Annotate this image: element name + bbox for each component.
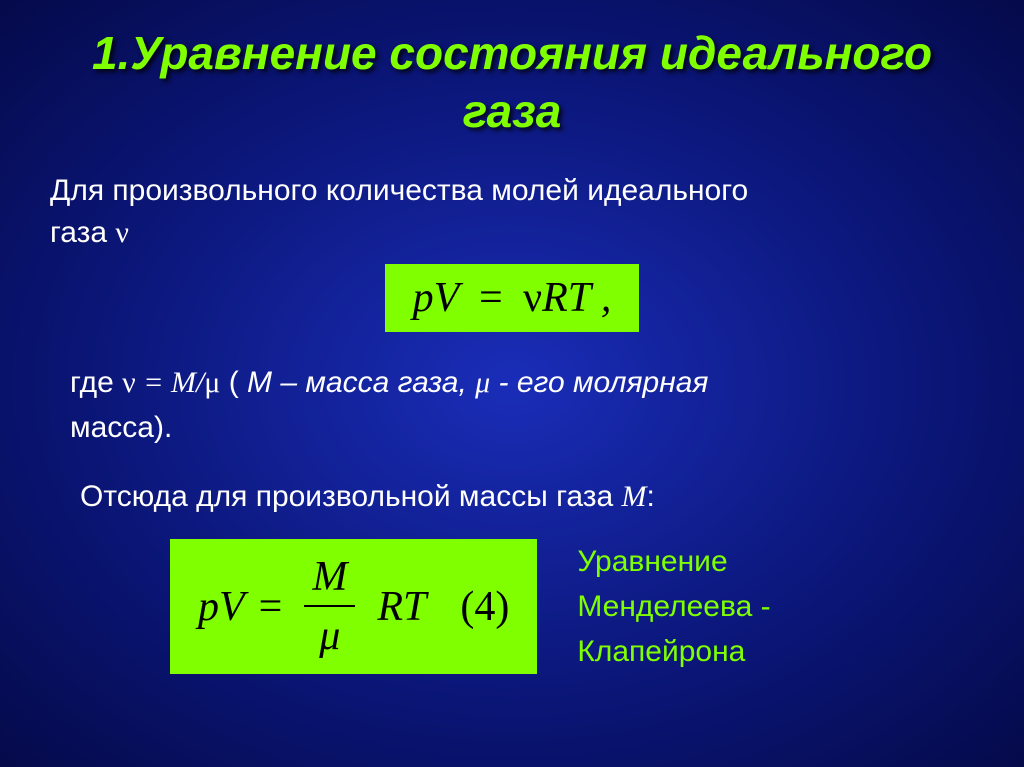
eq1-lhs: pV: [413, 275, 459, 321]
eq2-frac-top: M: [304, 553, 355, 607]
caption-line2: Менделеева -: [577, 590, 770, 623]
equation-caption: Уравнение Менделеева - Клапейрона: [577, 539, 770, 674]
caption-line3: Клапейрона: [577, 635, 745, 668]
where-line2: масса).: [70, 411, 172, 444]
eq2-equals: =: [259, 583, 283, 631]
where-m-def: M – масса газа,: [247, 366, 475, 399]
eq2-frac-bot: μ: [311, 607, 348, 660]
where-eq: = M/: [136, 366, 205, 399]
eq1-rt: RT ,: [542, 275, 611, 321]
nu-symbol: ν: [115, 216, 129, 249]
where-mu: μ: [204, 366, 220, 399]
where-nu: ν: [122, 366, 136, 399]
hence-m: M: [622, 480, 647, 513]
intro-line1: Для произвольного количества молей идеал…: [50, 174, 748, 207]
caption-line1: Уравнение: [577, 545, 727, 578]
equation-1-row: pV = νRT ,: [50, 264, 974, 332]
equation-2-box: pV = M μ RT (4): [170, 539, 537, 674]
eq2-num: (4): [460, 583, 509, 631]
hence-paragraph: Отсюда для произвольной массы газа M:: [50, 480, 974, 514]
where-mu2: μ: [475, 366, 490, 399]
where-paragraph: где ν = M/μ ( M – масса газа, μ - его мо…: [50, 360, 974, 450]
hence-text: Отсюда для произвольной массы газа: [80, 480, 622, 513]
where-paren: (: [220, 366, 247, 399]
where-mu-def: - его молярная: [490, 366, 708, 399]
intro-paragraph: Для произвольного количества молей идеал…: [50, 170, 974, 254]
eq2-lhs: pV: [198, 583, 245, 631]
eq2-fraction: M μ: [304, 553, 355, 660]
eq1-nu: ν: [523, 275, 542, 321]
eq2-rt: RT: [377, 583, 426, 631]
where-prefix: где: [70, 366, 122, 399]
intro-line2: газа: [50, 216, 115, 249]
hence-colon: :: [647, 480, 655, 513]
slide-title: 1.Уравнение состояния идеального газа: [50, 25, 974, 140]
equation-1-box: pV = νRT ,: [385, 264, 640, 332]
equation-2-row: pV = M μ RT (4) Уравнение Менделеева - К…: [50, 539, 974, 674]
eq1-equals: =: [479, 275, 503, 321]
